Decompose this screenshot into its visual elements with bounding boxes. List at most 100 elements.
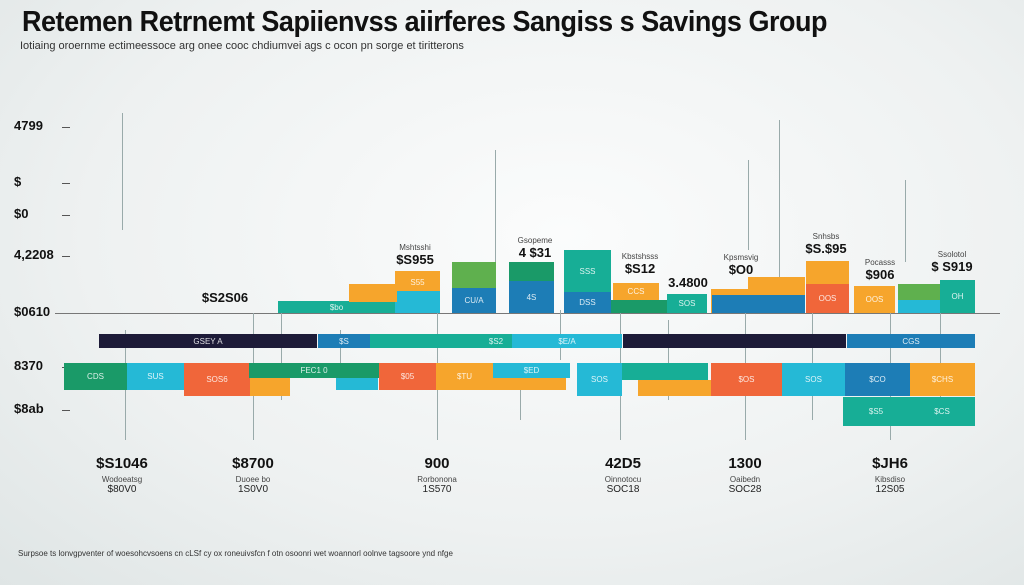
bar-segment: 4S (509, 281, 554, 313)
y-tick-label: $0610 (14, 304, 51, 319)
group-label: $S1046 Wodoeatsg $80V0 (96, 455, 148, 495)
footnote: Surpsoe ts lonvgpventer of woesohcvsoens… (18, 549, 453, 558)
y-tick-label: 4799 (14, 118, 43, 133)
annotation: 3.4800 (668, 275, 708, 290)
bar-segment: SSS (564, 250, 611, 292)
bar-label: SUS (147, 372, 164, 381)
bar-segment: DSS (564, 292, 611, 313)
bar-segment: $TU (436, 363, 493, 390)
bar-label: $ED (523, 366, 540, 375)
group-sub: 1S0V0 (237, 484, 269, 495)
group-sub: $80V0 (107, 484, 137, 495)
bar-label: $S2 (488, 336, 504, 346)
group-label: Oinnotocu (604, 475, 642, 484)
bar-segment: OH (940, 280, 975, 313)
group-label: Kibsdiso (874, 475, 906, 484)
annotation-value: $S955 (396, 252, 434, 267)
annotation-caption: Mshtsshi (399, 243, 431, 252)
bar-segment: $ED (493, 363, 570, 378)
bar-segment: CDS (64, 363, 127, 390)
bar-segment: S55 (395, 271, 440, 293)
bar-segment: $bo (278, 301, 395, 313)
y-tick-label: $8ab (14, 401, 44, 416)
bar-segment: CGS (847, 334, 975, 348)
bar-segment: SOS (782, 363, 845, 396)
bar-label: OH (951, 292, 964, 301)
y-tick-mark (62, 215, 70, 216)
bar-segment: $CS (909, 397, 975, 426)
leader-line (779, 120, 780, 300)
annotation-caption: Snhsbs (812, 232, 840, 241)
group-label: Oaibedn (729, 475, 761, 484)
leader-line (122, 113, 123, 230)
bar-segment (452, 262, 496, 290)
bar-label: CGS (902, 336, 920, 346)
bar-label: $E/A (558, 336, 576, 346)
leader-line (668, 320, 669, 400)
y-tick-mark (62, 183, 70, 184)
bar-segment: GSEY A (99, 334, 317, 348)
bar-segment: $E/A (512, 334, 622, 348)
bar-segment: CCS (613, 283, 659, 300)
bar-label: SOS6 (206, 375, 228, 384)
bar-label: SOS (805, 375, 822, 384)
annotation-caption: Ssolotol (937, 250, 967, 259)
bar-segment: OOS (854, 286, 895, 313)
annotation: Snhsbs $S.$95 (805, 232, 846, 256)
leader-line (905, 180, 906, 262)
bar-segment (712, 295, 805, 313)
bar-segment (611, 300, 667, 313)
bar-label: S55 (410, 277, 425, 287)
bar-segment: SOS6 (184, 363, 250, 396)
annotation-caption: Gsopeme (517, 236, 553, 245)
leader-line (940, 300, 941, 400)
group-label: Wodoeatsg (101, 475, 143, 484)
annotation: Gsopeme 4 $31 (518, 236, 553, 260)
leader-line (281, 313, 282, 400)
bar-label: $S (339, 336, 349, 346)
group-value: $JH6 (872, 455, 908, 472)
annotation: Kbstshsss $S12 (622, 252, 658, 276)
bar-label: GSEY A (193, 336, 223, 346)
bar-label: DSS (579, 298, 596, 307)
bar-label: $OS (738, 375, 755, 384)
annotation-value: $ S919 (931, 259, 973, 274)
bar-label: $S5 (868, 407, 884, 416)
bar-segment: $05 (379, 363, 436, 390)
bar-label: $CS (934, 407, 950, 416)
bar-label: $CO (869, 375, 886, 384)
y-tick-mark (62, 256, 70, 257)
bar-label: CDS (87, 372, 104, 381)
group-value: $8700 (232, 455, 274, 472)
chart-title: Retemen Retrnemt Sapiienvss aiirferes Sa… (22, 6, 828, 38)
bar-label: $05 (400, 372, 415, 381)
group-label: 1300 Oaibedn SOC28 (728, 455, 761, 495)
group-label: 900 Rorbonona 1S570 (417, 455, 457, 495)
bar-label: $TU (456, 372, 473, 381)
bar-segment: FEC1 0 (249, 363, 379, 378)
y-tick-mark (62, 410, 70, 411)
annotation-value: $S2S06 (201, 290, 249, 305)
group-value: $S1046 (96, 455, 148, 472)
bar-label: 4S (526, 292, 537, 302)
bar-label: FEC1 0 (300, 366, 328, 375)
leader-line (340, 330, 341, 390)
annotation-value: $S.$95 (805, 241, 847, 256)
bar-segment: SOS (667, 294, 707, 313)
bar-label: CCS (627, 287, 645, 296)
bar-label: $bo (329, 302, 344, 312)
bar-segment: SUS (127, 363, 184, 390)
bar-label: SSS (579, 266, 596, 276)
bar-segment: SOS (577, 363, 622, 396)
group-label: Duoee bo (235, 475, 271, 484)
y-tick-label: $ (14, 174, 22, 189)
bar-segment (623, 334, 846, 348)
group-value: 1300 (728, 455, 762, 472)
leader-line (748, 160, 749, 250)
bar-segment (250, 378, 290, 396)
baseline (55, 313, 1000, 314)
bar-segment (395, 291, 440, 313)
leader-line (812, 300, 813, 420)
annotation-value: $906 (865, 267, 895, 282)
y-tick-label: 4,2208 (14, 247, 54, 262)
